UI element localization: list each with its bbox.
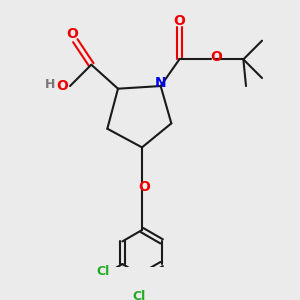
Text: Cl: Cl [96,265,110,278]
Text: Cl: Cl [133,290,146,300]
Text: N: N [155,76,167,90]
Text: O: O [56,79,68,93]
Text: O: O [67,27,79,41]
Text: O: O [211,50,223,64]
Text: H: H [45,78,55,91]
Text: O: O [139,180,151,194]
Text: O: O [173,14,185,28]
